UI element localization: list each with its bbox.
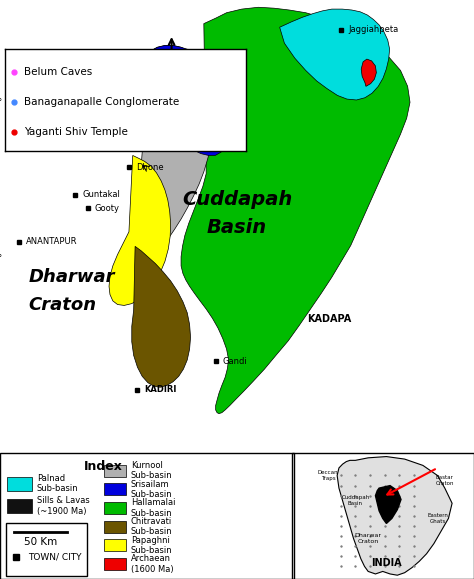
Text: ANANTAPUR: ANANTAPUR — [26, 237, 78, 246]
Text: Palnad
Sub-basin: Palnad Sub-basin — [36, 474, 78, 493]
Text: Cuddapah
Basin: Cuddapah Basin — [341, 496, 370, 506]
Text: Dharwar
Craton: Dharwar Craton — [355, 533, 382, 544]
Text: TOWN/ CITY: TOWN/ CITY — [28, 552, 82, 562]
Polygon shape — [280, 9, 390, 100]
Text: Bastar
Craton: Bastar Craton — [436, 475, 454, 486]
Polygon shape — [132, 246, 191, 387]
Text: Cuddapah: Cuddapah — [182, 190, 292, 210]
Bar — [104, 540, 127, 551]
Text: 50 Km: 50 Km — [24, 537, 57, 547]
Polygon shape — [139, 46, 233, 155]
Polygon shape — [181, 8, 410, 413]
Text: Kurnool
Sub-basin: Kurnool Sub-basin — [131, 461, 173, 481]
Polygon shape — [375, 486, 401, 523]
Text: Deccan
Traps: Deccan Traps — [318, 470, 338, 481]
Text: Eastern
Ghats: Eastern Ghats — [427, 513, 448, 524]
Text: KADIRI: KADIRI — [145, 386, 177, 394]
Bar — [6, 523, 87, 576]
Text: Archaean
(1600 Ma): Archaean (1600 Ma) — [131, 555, 173, 574]
Polygon shape — [337, 457, 452, 575]
Text: Banaganapalle Conglomerate: Banaganapalle Conglomerate — [24, 97, 179, 107]
Bar — [104, 521, 127, 533]
Bar — [104, 465, 127, 477]
Text: Sills & Lavas
(~1900 Ma): Sills & Lavas (~1900 Ma) — [36, 496, 90, 516]
Text: Dharwar: Dharwar — [28, 268, 115, 286]
Text: Dhone: Dhone — [136, 163, 164, 172]
Text: INDIA: INDIA — [371, 558, 402, 569]
Bar — [8, 477, 32, 490]
Text: Srisailam
Sub-basin: Srisailam Sub-basin — [131, 479, 173, 499]
Bar — [8, 500, 32, 514]
Text: Basin: Basin — [207, 218, 267, 237]
Text: Hallamalai
Sub-basin: Hallamalai Sub-basin — [131, 499, 175, 518]
Text: Gandi: Gandi — [223, 357, 247, 366]
Text: °: ° — [0, 255, 2, 263]
Text: Index: Index — [83, 460, 122, 472]
Text: Chitravati
Sub-basin: Chitravati Sub-basin — [131, 517, 173, 537]
Bar — [104, 558, 127, 570]
Polygon shape — [109, 155, 171, 306]
Polygon shape — [361, 59, 376, 86]
Text: Gooty: Gooty — [95, 204, 120, 212]
Text: Kurnool: Kurnool — [133, 105, 164, 115]
Text: KADAPA: KADAPA — [307, 314, 351, 324]
Text: Yaganti Shiv Temple: Yaganti Shiv Temple — [24, 127, 128, 137]
Text: Craton: Craton — [28, 295, 97, 313]
Polygon shape — [137, 46, 215, 257]
Text: Belum Caves: Belum Caves — [24, 67, 92, 76]
Text: Papaghni
Sub-basin: Papaghni Sub-basin — [131, 536, 173, 555]
Text: Jaggiahpeta: Jaggiahpeta — [348, 25, 399, 34]
Bar — [104, 502, 127, 514]
Bar — [104, 483, 127, 496]
Text: Guntakal: Guntakal — [82, 190, 120, 199]
Text: °: ° — [0, 98, 2, 107]
